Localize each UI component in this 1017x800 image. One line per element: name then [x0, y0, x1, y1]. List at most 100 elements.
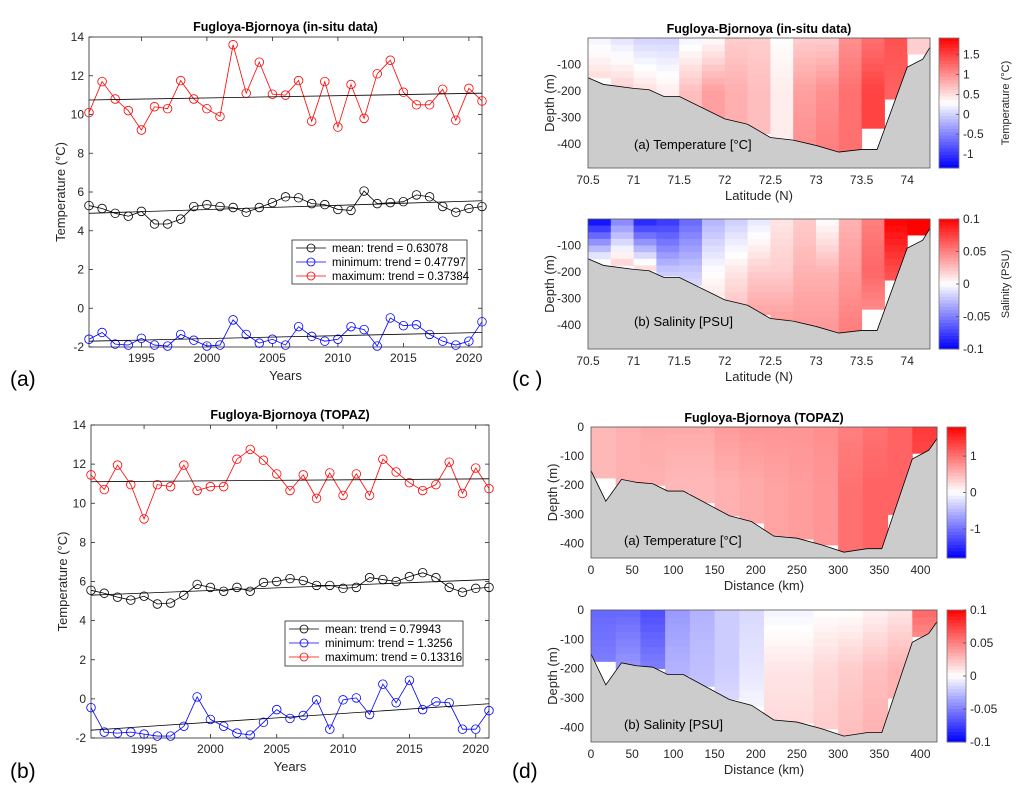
x-axis-label: Latitude (N) [725, 188, 793, 203]
heatmap-cell [861, 124, 885, 129]
heatmap-cell [747, 97, 771, 105]
y-tick-label: 4 [79, 614, 86, 628]
x-tick-label: 2000 [197, 742, 224, 756]
heatmap-cell [665, 485, 691, 493]
heatmap-cell [887, 661, 913, 670]
heatmap-cell [770, 285, 794, 293]
colorbar-segment [947, 728, 966, 733]
colorbar-segment [939, 261, 959, 265]
x-tick-label: 72.5 [759, 354, 783, 368]
heatmap-cell [907, 44, 931, 52]
heatmap-cell [714, 668, 740, 677]
heatmap-cell [724, 51, 749, 59]
panel-label-b: (b) [10, 760, 36, 783]
colorbar-segment [947, 623, 966, 627]
data-point [126, 595, 136, 605]
heatmap-cell [788, 492, 814, 501]
data-point [97, 76, 107, 87]
heatmap-cell [838, 64, 863, 72]
x-tick-label: 73.5 [850, 354, 874, 368]
colorbar-segment [947, 436, 966, 441]
heatmap-cell [838, 727, 864, 736]
heatmap-cell [816, 278, 840, 286]
heatmap-cell [861, 245, 885, 253]
heatmap-cells [591, 610, 938, 737]
y-tick-label: 2 [79, 653, 86, 667]
heatmap-cell [912, 441, 938, 450]
heatmap-cell [788, 456, 814, 464]
heatmap-cell [724, 245, 749, 253]
data-point [254, 338, 264, 348]
heatmap-cell [788, 668, 814, 677]
heatmap-cell [679, 232, 703, 240]
heatmap-cell [702, 245, 726, 253]
data-point [464, 336, 474, 346]
heatmap-cell [862, 477, 889, 486]
heatmap-cell [764, 492, 790, 501]
heatmap-cell [813, 463, 839, 472]
data-point [189, 201, 199, 212]
x-tick-label: 71.5 [668, 173, 692, 187]
heatmap-cell [862, 668, 889, 677]
heatmap-cell [770, 305, 794, 313]
heatmap-cell [724, 71, 749, 79]
heatmap-cell [665, 624, 691, 633]
heatmap-cell [633, 84, 657, 92]
colorbar-segment [939, 245, 959, 249]
data-point [451, 115, 461, 126]
chart-title: Fugloya-Bjornoya (TOPAZ) [684, 411, 843, 425]
heatmap-cell [739, 507, 765, 515]
heatmap-cell [764, 639, 790, 648]
colorbar-segment [947, 662, 966, 667]
data-point [165, 481, 176, 492]
heatmap-cell [714, 434, 740, 443]
x-tick-label: 72 [718, 354, 732, 368]
data-point [307, 116, 317, 126]
heatmap-cell [640, 456, 666, 464]
colorbar-segment [939, 316, 959, 321]
legend-marker [299, 624, 309, 634]
heatmap-cell [813, 661, 839, 670]
x-tick-label: 150 [705, 563, 725, 577]
colorbar-segment [947, 685, 966, 690]
heatmap-cell [739, 661, 765, 670]
heatmap-cell [788, 639, 814, 648]
colorbar-segment [947, 463, 966, 467]
colorbar-segment [939, 103, 959, 107]
data-point [404, 675, 415, 685]
colorbar-segment [939, 303, 959, 308]
heatmap-cell [838, 71, 863, 79]
heatmap-cell [588, 219, 612, 227]
heatmap-cell [816, 305, 840, 313]
legend-entry: maximum: trend = 0.13316 [325, 652, 462, 664]
data-point [320, 76, 330, 87]
data-point [258, 717, 269, 728]
colorbar-segment [947, 538, 966, 543]
heatmap-cell [665, 646, 691, 655]
y-tick-label: 8 [79, 535, 86, 549]
data-point [232, 582, 242, 593]
data-point [228, 202, 238, 213]
bathymetry-line [587, 228, 931, 334]
heatmap-cell [793, 238, 817, 247]
heatmap-cell [861, 110, 885, 119]
heatmap-cell [610, 252, 635, 260]
heatmap-cell [816, 44, 840, 52]
heatmap-cell [591, 610, 617, 618]
heatmap-cell [838, 712, 864, 721]
bathymetry-line [587, 47, 931, 153]
colorbar-tick-label: 0.05 [970, 636, 994, 650]
data-point [267, 197, 278, 208]
colorbar-segment [947, 548, 966, 552]
x-tick-label: 71 [627, 173, 641, 187]
heatmap-cell [887, 448, 913, 457]
legend [284, 620, 464, 667]
heatmap-cell [615, 441, 641, 450]
heatmap-cell [884, 219, 908, 227]
heatmap-cell [912, 434, 938, 443]
heatmap-cell [862, 434, 889, 443]
heatmap-cell [816, 77, 840, 85]
x-tick-label: 72.5 [759, 173, 783, 187]
heatmap-cell [665, 470, 691, 479]
heatmap-cell [633, 51, 657, 59]
